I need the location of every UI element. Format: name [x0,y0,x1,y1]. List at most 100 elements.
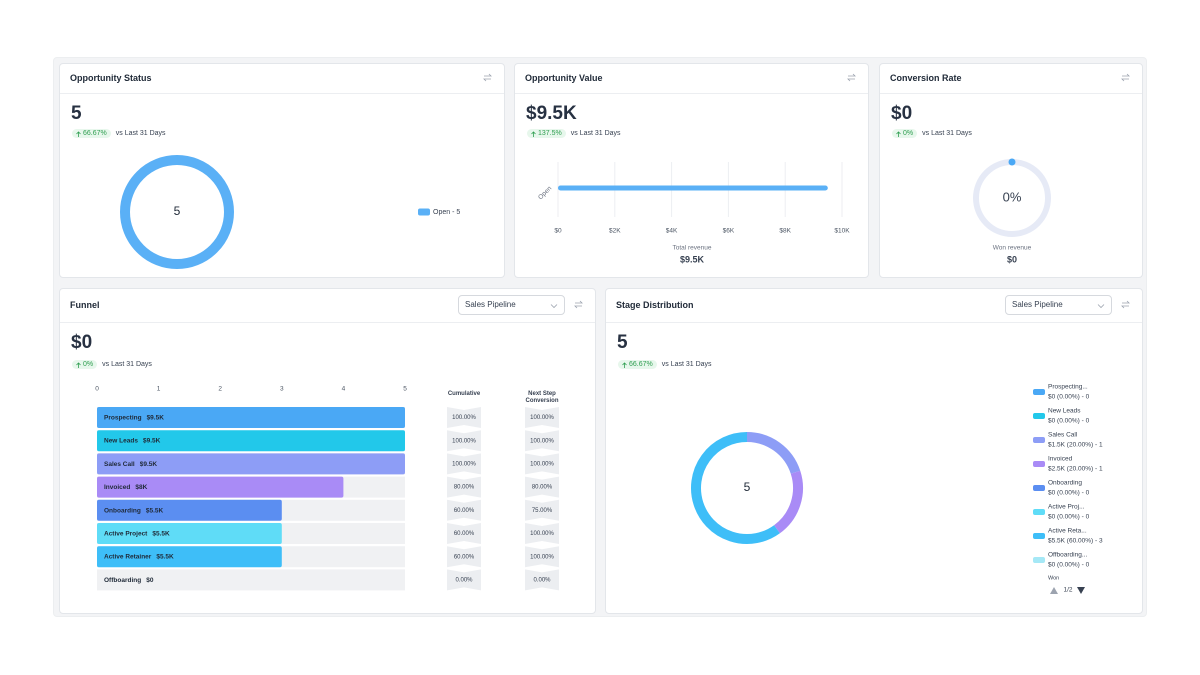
cell [447,430,481,452]
separator [606,322,1142,323]
footer-value: $9.5K [680,254,705,264]
cell-value: 0.00% [533,577,551,583]
chevron [550,304,558,309]
swap-icon[interactable] [574,300,583,309]
legend-detail: $2.5K (20.00%) - 1 [1048,466,1103,473]
arrow-path [531,130,536,137]
legend-detail: $0 (0.00%) - 0 [1048,514,1090,521]
cell [447,523,481,544]
cell [525,569,559,591]
change-badge: 0% [72,360,98,369]
bar-label: Offboarding $0 [104,577,154,584]
legend-detail: $1.5K (20.00%) - 1 [1048,442,1103,449]
cell [447,546,481,568]
card-title: Opportunity Status [70,73,152,83]
headline-value: $0 [891,103,913,124]
legend-detail: $0 (0.00%) - 0 [1048,562,1090,569]
dropdown-label: Sales Pipeline [1012,300,1063,309]
bar-stage: Active Retainer [104,553,152,560]
x-tick-label: 1 [157,386,161,393]
change-row: 137.5% vs Last 31 Days [527,129,621,138]
change-row: 0% vs Last 31 Days [72,360,152,369]
cell-value: 60.00% [454,531,475,537]
pager-next[interactable] [1077,587,1085,594]
legend-swatch [1033,389,1045,395]
arrow-path [76,130,81,137]
cell-value: 100.00% [452,438,476,444]
cell-value: 0.00% [455,577,473,583]
cell-value: 100.00% [530,415,554,421]
x-tick-label: $2K [609,228,621,235]
x-tick-label: 5 [403,386,407,393]
cell-value: 60.00% [454,554,475,560]
swap-icon[interactable] [847,73,856,82]
cell-value: 100.00% [530,461,554,467]
bar-track [97,569,405,591]
legend-detail: $5.5K (60.00%) - 3 [1048,538,1103,545]
cell [447,407,481,428]
legend-label: Open - 5 [433,209,460,216]
up-arrow [76,130,81,137]
arrow-path [622,361,627,368]
dropdown[interactable]: Sales Pipeline [458,295,565,315]
bar-stage: Invoiced [104,484,130,491]
footer-label: Total revenue [672,245,711,252]
column-header: Next Step Conversion [525,391,559,404]
swap-icon[interactable] [483,73,492,82]
footer-label: Won revenue [993,245,1032,252]
change-badge: 0% [892,129,918,138]
chart: 5 Open - 5 [120,73,492,269]
donut-center-label: 5 [744,480,751,494]
bar-amount: $5.5K [146,507,164,514]
bar [558,185,828,191]
separator [60,93,504,94]
change-value: 0% [903,130,914,137]
legend-detail: $0 (0.00%) - 0 [1048,490,1090,497]
dropdown-label: Sales Pipeline [465,300,516,309]
x-tick-label: $8K [779,228,791,235]
period: vs Last 31 Days [922,130,972,137]
cell [525,523,559,544]
period: vs Last 31 Days [661,361,712,368]
card: 5 Prospecting... $0 (0.00%) - 0 New Leads $0… [605,288,1143,614]
bar-label: Prospecting $9.5K [104,414,164,421]
x-tick-label: $4K [666,228,678,235]
x-tick-label: $0 [554,228,562,235]
x-tick-label: 0 [95,386,99,393]
bar-label: New Leads $9.5K [104,437,161,444]
headline-value: 5 [71,103,82,124]
change-row: 66.67% vs Last 31 Days [618,360,712,369]
legend-swatch [1033,509,1045,515]
pager-prev[interactable] [1050,587,1058,594]
cell [447,453,481,475]
bar-stage: Onboarding [104,507,141,514]
legend-name: Active Reta... [1048,528,1087,535]
up-arrow [531,130,536,137]
cell-value: 100.00% [452,461,476,467]
bar-label: Sales Call $9.5K [104,461,157,468]
arrow-path [896,130,901,137]
cell [525,546,559,568]
headline-value: 5 [617,332,628,353]
cell [447,569,481,591]
bar-label: Invoiced $8K [104,484,148,491]
swap-icon[interactable] [1121,300,1130,309]
funnel-bar [97,407,405,428]
swap-icon[interactable] [1121,73,1130,82]
bar-amount: $0 [146,577,154,584]
bar-stage: Active Project [104,530,148,537]
pager-label: 1/2 [1063,587,1072,594]
icon-arrow [1121,73,1130,82]
y-category-label: Open [537,185,553,201]
headline-value: $0 [71,332,93,353]
cell [525,453,559,475]
legend-swatch [418,208,430,216]
change-value: 137.5% [538,130,562,137]
dropdown[interactable]: Sales Pipeline [1005,295,1112,315]
card-title: Funnel [70,300,100,310]
cell [525,430,559,452]
bar-amount: $5.5K [152,530,170,537]
card: $0 $2K $4K $6K $8K $10K Open Total revenue $9.5K… [514,63,869,278]
icon-arrow [1121,300,1130,309]
icon-arrow [574,300,583,309]
